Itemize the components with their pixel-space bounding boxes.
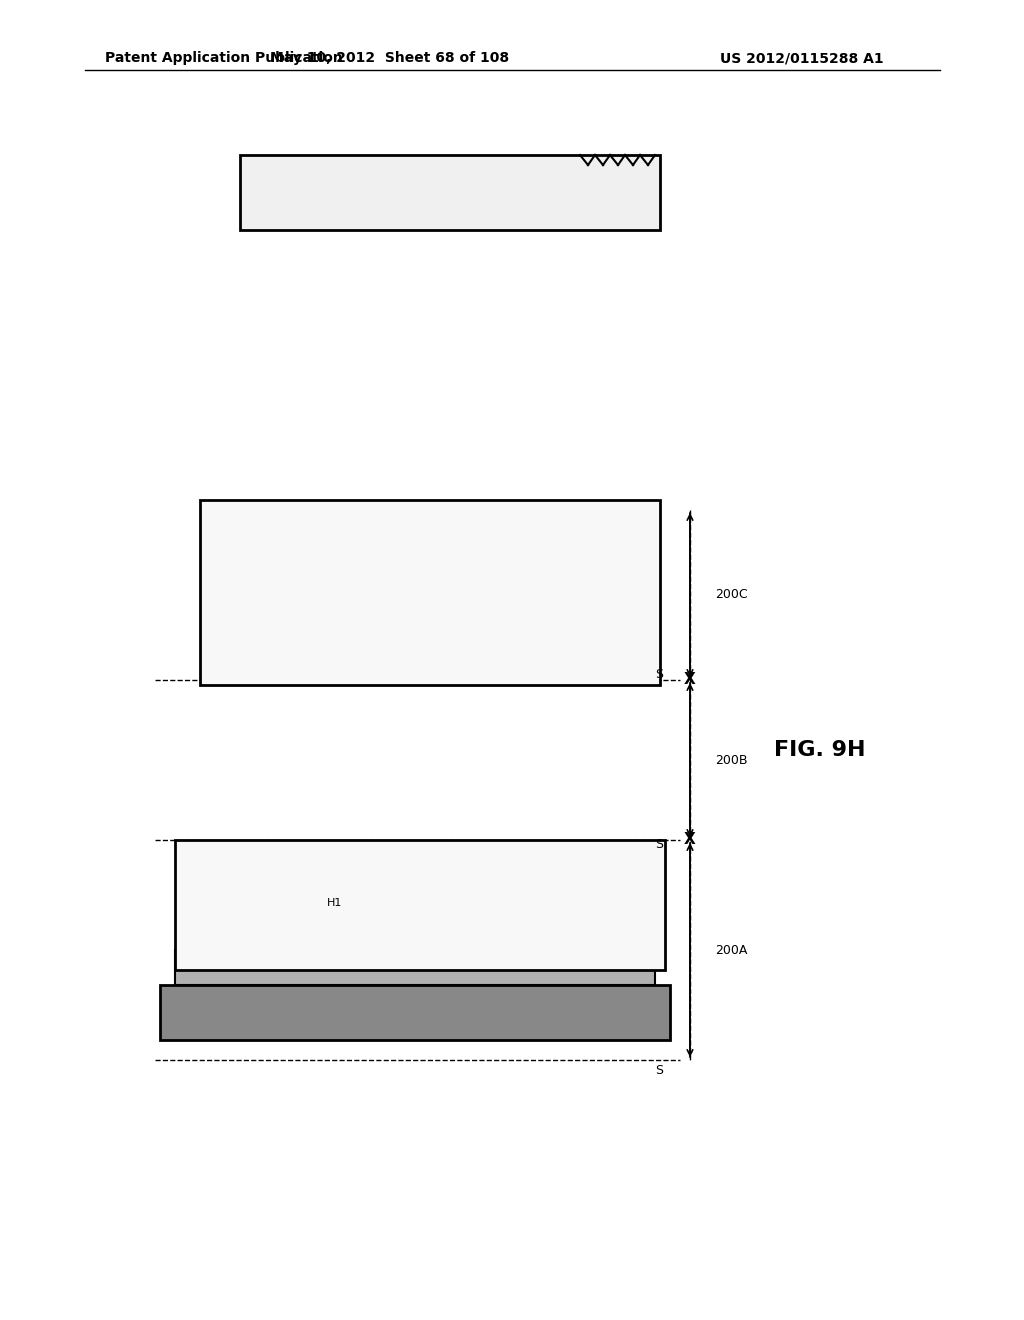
Text: S: S: [655, 838, 663, 851]
Text: Patent Application Publication: Patent Application Publication: [105, 51, 343, 65]
Bar: [195, 920, 635, 950]
Text: X: X: [684, 833, 696, 847]
Text: May 10, 2012  Sheet 68 of 108: May 10, 2012 Sheet 68 of 108: [270, 51, 510, 65]
Bar: [175, 840, 665, 970]
Text: 200B: 200B: [715, 754, 748, 767]
Bar: [200, 500, 660, 685]
Bar: [350, 890, 400, 909]
Text: FIG. 9H: FIG. 9H: [774, 741, 865, 760]
Bar: [475, 935, 495, 965]
Bar: [215, 895, 615, 920]
Bar: [495, 935, 520, 965]
Bar: [160, 985, 670, 1040]
Bar: [520, 935, 540, 965]
Bar: [455, 935, 475, 965]
Text: US 2012/0115288 A1: US 2012/0115288 A1: [720, 51, 884, 65]
Text: S: S: [655, 668, 663, 681]
Text: X: X: [684, 672, 696, 688]
Bar: [230, 870, 600, 895]
Text: H1: H1: [328, 898, 343, 908]
Bar: [540, 935, 565, 965]
Bar: [430, 935, 455, 965]
Text: 200C: 200C: [715, 589, 748, 602]
Bar: [175, 950, 655, 985]
Text: 200A: 200A: [715, 944, 748, 957]
Text: S: S: [655, 1064, 663, 1077]
Bar: [240, 154, 660, 230]
